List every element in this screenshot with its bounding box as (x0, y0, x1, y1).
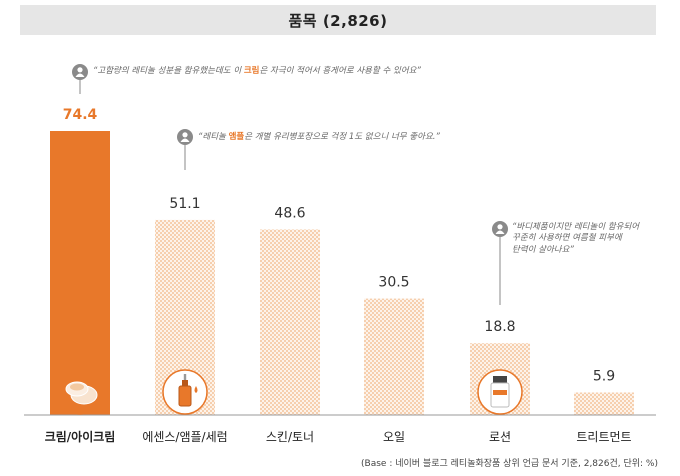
category-label-0: 크림/아이크림 (45, 429, 116, 444)
callout-quote-cream: “고함량의 레티놀 성분을 함유했는데도 이 크림은 자극이 적어서 흥게어로 … (93, 66, 421, 77)
person-marker-icon (72, 64, 88, 94)
category-label-3: 오일 (383, 430, 405, 444)
callout-text: 은 자극이 적어서 흥게어로 사용할 수 있어요” (259, 66, 421, 76)
category-label-4: 로션 (489, 430, 511, 444)
callout-quote-ampoule: “레티놀 앰플은 개별 유리병포장으로 걱정 1도 없으니 너무 좋아요.” (198, 132, 440, 143)
cream-jar-icon (57, 369, 103, 415)
data-label-4: 18.8 (484, 319, 515, 335)
data-label-5: 5.9 (593, 368, 615, 384)
data-label-1: 51.1 (169, 196, 200, 212)
ampoule-dropper-icon (162, 369, 208, 415)
callout-quote-lotion: “바디제품이지만 레티놀이 함유되어 꾸준히 사용하면 여름철 피부에 탄력이 … (512, 222, 639, 256)
bar-5 (574, 392, 634, 415)
callout-text: “고함량의 레티놀 성분을 함유했는데도 이 (93, 66, 244, 76)
data-label-3: 30.5 (378, 275, 409, 291)
bar-2 (260, 229, 320, 415)
bar-3 (364, 298, 424, 415)
callout-line: 꾸준히 사용하면 여름철 피부에 (512, 233, 622, 244)
callout-keyword: 앰플 (228, 132, 245, 142)
callout-text: “레티놀 (198, 132, 229, 142)
callout-line: 탄력이 살아나요” (512, 244, 574, 255)
chart-title-bar: 품목 (2,826) (20, 5, 656, 35)
chart-title: 품목 (2,826) (288, 11, 388, 30)
chart-footnote: (Base : 네이버 블로그 레티놀화장품 상위 언급 문서 기준, 2,82… (361, 459, 658, 469)
callout-line: “바디제품이지만 레티놀이 함유되어 (512, 222, 640, 232)
data-label-0: 74.4 (63, 107, 98, 123)
callout-keyword: 크림 (243, 66, 260, 76)
person-marker-icon (177, 129, 193, 170)
category-label-1: 에센스/앰플/세럼 (142, 430, 227, 444)
category-label-5: 트리트먼트 (576, 430, 631, 444)
person-marker-icon (492, 221, 508, 305)
lotion-bottle-icon (477, 369, 523, 415)
callout-text: 은 개별 유리병포장으로 걱정 1도 없으니 너무 좋아요.” (244, 132, 440, 142)
category-label-2: 스킨/토너 (266, 430, 314, 444)
bar-0 (50, 131, 110, 415)
data-label-2: 48.6 (274, 205, 305, 221)
